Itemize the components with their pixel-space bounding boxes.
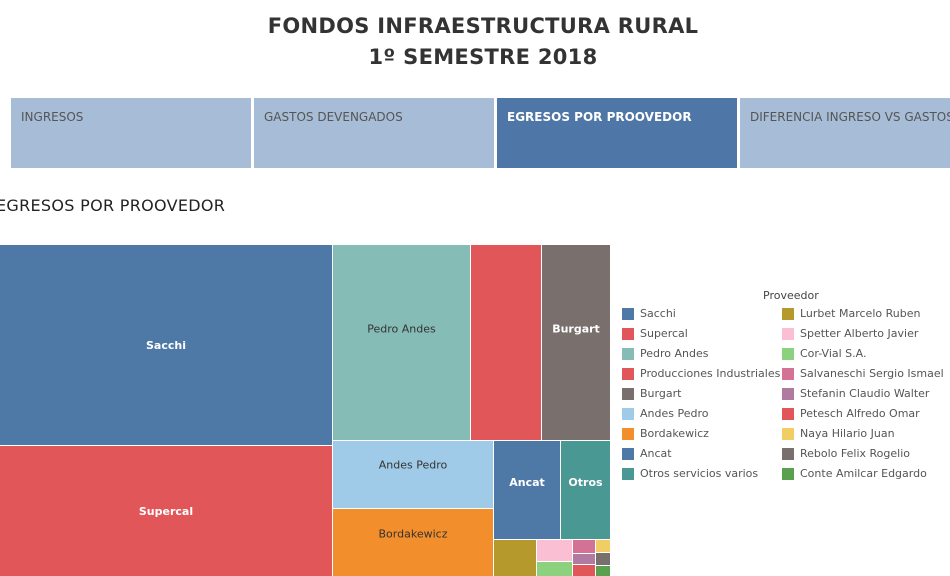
legend-swatch [782, 448, 794, 460]
legend-label: Spetter Alberto Javier [800, 327, 919, 340]
treemap-tile[interactable] [596, 553, 610, 565]
legend-label: Rebolo Felix Rogelio [800, 447, 910, 460]
legend-swatch [782, 368, 794, 380]
legend-swatch [622, 448, 634, 460]
legend-swatch [622, 348, 634, 360]
treemap-tile[interactable] [561, 441, 610, 539]
legend-swatch [622, 388, 634, 400]
legend-swatch [782, 348, 794, 360]
legend-label: Cor-Vial S.A. [800, 347, 867, 360]
legend-label: Bordakewicz [640, 427, 709, 440]
page-title: FONDOS INFRAESTRUCTURA RURAL [267, 14, 699, 38]
treemap-tile[interactable] [471, 245, 541, 440]
legend-swatch [782, 428, 794, 440]
tab-label: INGRESOS [21, 110, 84, 124]
tab-label: DIFERENCIA INGRESO VS GASTOS [750, 110, 950, 124]
tab-ingresos[interactable]: INGRESOS [11, 98, 251, 168]
legend-label: Otros servicios varios [640, 467, 759, 480]
tab-egresos-por-proovedor[interactable]: EGRESOS POR PROOVEDOR [497, 98, 737, 168]
treemap-tile-label: Burgart [552, 323, 600, 336]
legend-label: Ancat [640, 447, 672, 460]
treemap-tile-label: Bordakewicz [379, 528, 448, 541]
legend-label: Lurbet Marcelo Ruben [800, 307, 921, 320]
treemap-tile-label: Andes Pedro [379, 459, 448, 472]
page-subtitle: 1º SEMESTRE 2018 [368, 45, 598, 69]
treemap-tile[interactable] [0, 446, 332, 576]
legend-label: Producciones Industriales [640, 367, 781, 380]
treemap-tile[interactable] [596, 566, 610, 576]
treemap-tile[interactable] [573, 540, 595, 553]
tab-label: EGRESOS POR PROOVEDOR [507, 110, 692, 124]
treemap-tile-label: Supercal [139, 505, 193, 518]
treemap-tile[interactable] [573, 554, 595, 564]
treemap-tile[interactable] [537, 540, 572, 561]
legend-swatch [622, 428, 634, 440]
treemap-tile[interactable] [333, 245, 470, 440]
legend-swatch [622, 408, 634, 420]
treemap-tile[interactable] [494, 441, 560, 539]
legend-label: Salvaneschi Sergio Ismael [800, 367, 944, 380]
legend-label: Stefanin Claudio Walter [800, 387, 930, 400]
legend-swatch [782, 308, 794, 320]
treemap-tile-label: Ancat [509, 476, 545, 489]
treemap-tile[interactable] [333, 509, 493, 576]
treemap-tile-label: Otros [568, 476, 603, 489]
treemap-tile[interactable] [494, 540, 536, 576]
legend-label: Conte Amilcar Edgardo [800, 467, 927, 480]
legend-swatch [622, 328, 634, 340]
legend-title: Proveedor [763, 289, 819, 302]
legend-label: Andes Pedro [640, 407, 709, 420]
treemap-tile[interactable] [596, 540, 610, 552]
legend-swatch [622, 308, 634, 320]
legend-swatch [622, 468, 634, 480]
legend-swatch [782, 328, 794, 340]
legend-label: Petesch Alfredo Omar [800, 407, 920, 420]
legend-label: Supercal [640, 327, 688, 340]
legend-label: Naya Hilario Juan [800, 427, 895, 440]
legend-swatch [782, 468, 794, 480]
treemap-tile-label: Pedro Andes [367, 323, 436, 336]
legend-label: Burgart [640, 387, 682, 400]
legend-swatch [782, 388, 794, 400]
legend-label: Pedro Andes [640, 347, 709, 360]
treemap-tile[interactable] [333, 441, 493, 508]
tab-diferencia-ingreso-vs-gastos[interactable]: DIFERENCIA INGRESO VS GASTOS [740, 98, 950, 168]
treemap-tile[interactable] [542, 245, 610, 440]
tab-gastos-devengados[interactable]: GASTOS DEVENGADOS [254, 98, 494, 168]
legend-label: Sacchi [640, 307, 676, 320]
treemap-tile-label: Sacchi [146, 339, 186, 352]
legend-swatch [782, 408, 794, 420]
section-title: EGRESOS POR PROOVEDOR [0, 196, 226, 215]
treemap-tile[interactable] [573, 565, 595, 576]
tab-label: GASTOS DEVENGADOS [264, 110, 403, 124]
treemap-tile[interactable] [537, 562, 572, 576]
treemap-tile[interactable] [0, 245, 332, 445]
legend-swatch [622, 368, 634, 380]
